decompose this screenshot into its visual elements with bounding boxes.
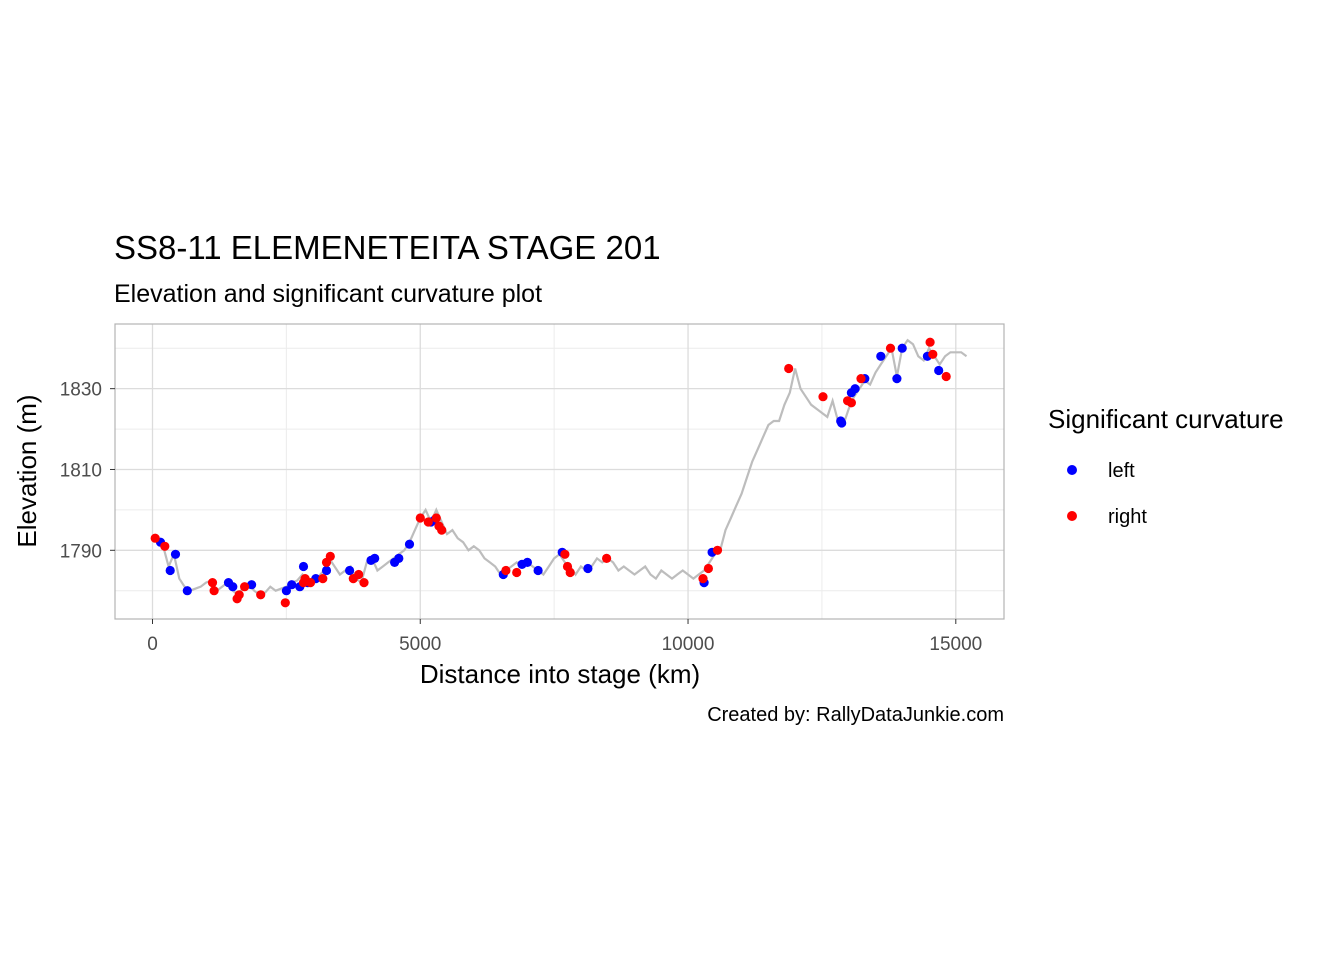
curvature-point-right	[150, 533, 160, 543]
curvature-point-right	[846, 398, 857, 408]
curvature-point-right	[818, 392, 828, 402]
panel-border	[114, 323, 1005, 620]
curvature-point-left	[394, 553, 404, 564]
y-tick-label: 1830	[60, 380, 102, 401]
curvature-point-right	[280, 598, 290, 608]
curvature-point-left	[281, 586, 291, 596]
curvature-point-left	[533, 565, 543, 576]
curvature-point-right	[565, 567, 575, 578]
curvature-point-right	[501, 565, 511, 576]
curvature-point-right	[209, 586, 219, 596]
curvature-point-right	[941, 371, 951, 382]
y-axis-title: Elevation (m)	[12, 394, 42, 547]
x-axis-ticks: 0 5000 10000 15000	[147, 619, 982, 655]
curvature-point-left	[247, 580, 257, 590]
curvature-point-right	[925, 337, 935, 347]
curvature-point-left	[876, 351, 886, 361]
legend-swatch-left	[1067, 465, 1077, 475]
curvature-point-right	[560, 549, 570, 559]
curvature-point-right	[602, 553, 612, 564]
chart-subtitle: Elevation and significant curvature plot	[114, 280, 542, 308]
curvature-point-left	[404, 539, 415, 549]
curvature-point-right	[698, 574, 708, 584]
legend-swatch-right	[1067, 511, 1077, 521]
curvature-point-left	[170, 549, 181, 559]
curvature-point-left	[321, 565, 332, 576]
minor-grid	[115, 324, 1004, 619]
curvature-point-left	[228, 582, 238, 592]
curvature-point-right	[305, 578, 316, 588]
curvature-point-left	[345, 565, 355, 576]
curvature-point-right	[703, 563, 714, 574]
curvature-point-right	[437, 525, 447, 535]
curvature-point-left	[522, 557, 533, 568]
chart-caption: Created by: RallyDataJunkie.com	[707, 704, 1004, 726]
curvature-point-left	[850, 384, 860, 394]
curvature-point-left	[287, 580, 297, 590]
chart-title: SS8-11 ELEMENETEITA STAGE 201	[114, 229, 661, 266]
legend-title: Significant curvature	[1048, 404, 1284, 434]
x-tick-label: 5000	[399, 634, 441, 655]
curvature-point-right	[240, 582, 250, 592]
curvature-point-right	[856, 374, 866, 384]
y-tick-label: 1790	[60, 541, 102, 562]
curvature-points	[150, 337, 951, 608]
curvature-point-right	[423, 517, 433, 527]
curvature-point-right	[207, 578, 218, 588]
curvature-point-right	[885, 343, 896, 353]
curvature-point-left	[370, 553, 380, 564]
x-axis-title: Distance into stage (km)	[420, 659, 700, 689]
legend-label-right: right	[1108, 506, 1147, 528]
x-tick-label: 0	[147, 634, 158, 655]
curvature-point-left	[892, 374, 902, 384]
curvature-point-left	[897, 343, 907, 353]
legend-label-left: left	[1108, 460, 1135, 482]
curvature-point-left	[182, 586, 192, 596]
curvature-point-right	[160, 541, 170, 551]
curvature-point-right	[325, 551, 335, 562]
curvature-point-right	[512, 567, 522, 578]
curvature-point-left	[583, 563, 593, 574]
x-tick-label: 15000	[929, 634, 982, 655]
curvature-point-right	[359, 578, 369, 588]
curvature-point-right	[234, 590, 244, 600]
curvature-point-right	[712, 545, 723, 555]
y-tick-label: 1810	[60, 460, 102, 481]
x-tick-label: 10000	[662, 634, 715, 655]
curvature-point-right	[431, 513, 441, 523]
curvature-point-right	[928, 349, 938, 359]
panel-background	[115, 324, 1004, 619]
curvature-point-left	[298, 561, 309, 572]
curvature-point-left	[934, 365, 944, 376]
curvature-point-right	[354, 569, 364, 580]
y-axis-ticks: 1790 1810 1830	[60, 380, 115, 562]
curvature-point-right	[318, 574, 328, 584]
curvature-point-left	[165, 565, 175, 576]
legend: Significant curvature left right	[1048, 404, 1284, 528]
curvature-point-left	[837, 418, 847, 428]
curvature-point-right	[415, 513, 425, 523]
curvature-point-right	[256, 590, 266, 600]
plot-panel	[114, 323, 1005, 620]
curvature-point-right	[784, 363, 794, 374]
